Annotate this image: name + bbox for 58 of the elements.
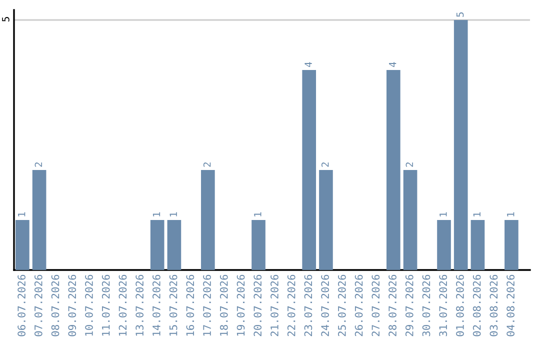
x-tick-label: 29.07.2026 (405, 274, 414, 336)
bar (386, 70, 400, 270)
x-tick-label: 21.07.2026 (270, 274, 278, 336)
data-label: 1 (440, 212, 447, 216)
x-tick-label: 28.07.2026 (388, 274, 396, 336)
x-tick-label: 31.07.2026 (439, 274, 448, 336)
bar (32, 170, 46, 270)
x-tick-label: 01.08.2026 (456, 274, 464, 336)
x-tick-label: 13.07.2026 (136, 274, 144, 336)
data-label: 1 (18, 212, 26, 216)
x-tick-label: 08.07.2026 (51, 274, 60, 336)
data-label: 2 (34, 162, 42, 167)
data-label: 2 (321, 162, 329, 167)
bar (302, 70, 316, 270)
x-tick-label: 26.07.2026 (354, 274, 363, 336)
x-tick-label: 23.07.2026 (304, 274, 312, 336)
data-label: 1 (473, 212, 480, 216)
x-tick-label: 12.07.2026 (118, 274, 127, 336)
bar (201, 170, 215, 270)
x-tick-label: 04.08.2026 (506, 274, 514, 336)
bar (454, 20, 468, 270)
data-label: 5 (456, 12, 464, 17)
x-tick-label: 22.07.2026 (287, 274, 296, 336)
x-tick-label: 15.07.2026 (169, 274, 178, 336)
bar (150, 220, 164, 270)
x-tick-label: 07.07.2026 (34, 274, 42, 336)
x-tick-label: 24.07.2026 (321, 274, 330, 336)
x-tick-label: 11.07.2026 (102, 274, 110, 336)
x-tick-label: 09.07.2026 (68, 274, 76, 336)
x-tick-label: 27.07.2026 (372, 274, 380, 336)
x-tick-label: 02.08.2026 (472, 274, 481, 336)
data-label: 1 (152, 212, 160, 216)
x-tick-label: 03.08.2026 (490, 274, 498, 336)
data-label: 4 (389, 62, 396, 68)
x-tick-label: 18.07.2026 (220, 274, 228, 336)
x-tick-label: 20.07.2026 (254, 274, 262, 336)
x-tick-label: 19.07.2026 (236, 274, 245, 336)
data-label: 1 (170, 212, 177, 216)
x-tick-label: 17.07.2026 (203, 274, 211, 336)
bar (252, 220, 266, 270)
x-tick-label: 10.07.2026 (85, 274, 93, 336)
bar (167, 220, 182, 270)
bar (470, 220, 485, 270)
data-label: 1 (254, 212, 262, 216)
bar (16, 220, 30, 270)
bar (403, 170, 418, 270)
x-tick-label: 16.07.2026 (186, 274, 194, 336)
data-label: 2 (406, 162, 413, 167)
x-tick-label: 06.07.2026 (18, 274, 26, 336)
bar (319, 170, 333, 270)
x-tick-label: 14.07.2026 (152, 274, 160, 336)
bar (504, 220, 518, 270)
bar (437, 220, 451, 270)
x-tick-label: 30.07.2026 (422, 274, 430, 336)
data-label: 2 (203, 162, 211, 167)
data-label: 1 (507, 212, 514, 216)
x-tick-label: 25.07.2026 (338, 274, 346, 336)
data-label: 4 (304, 62, 312, 68)
